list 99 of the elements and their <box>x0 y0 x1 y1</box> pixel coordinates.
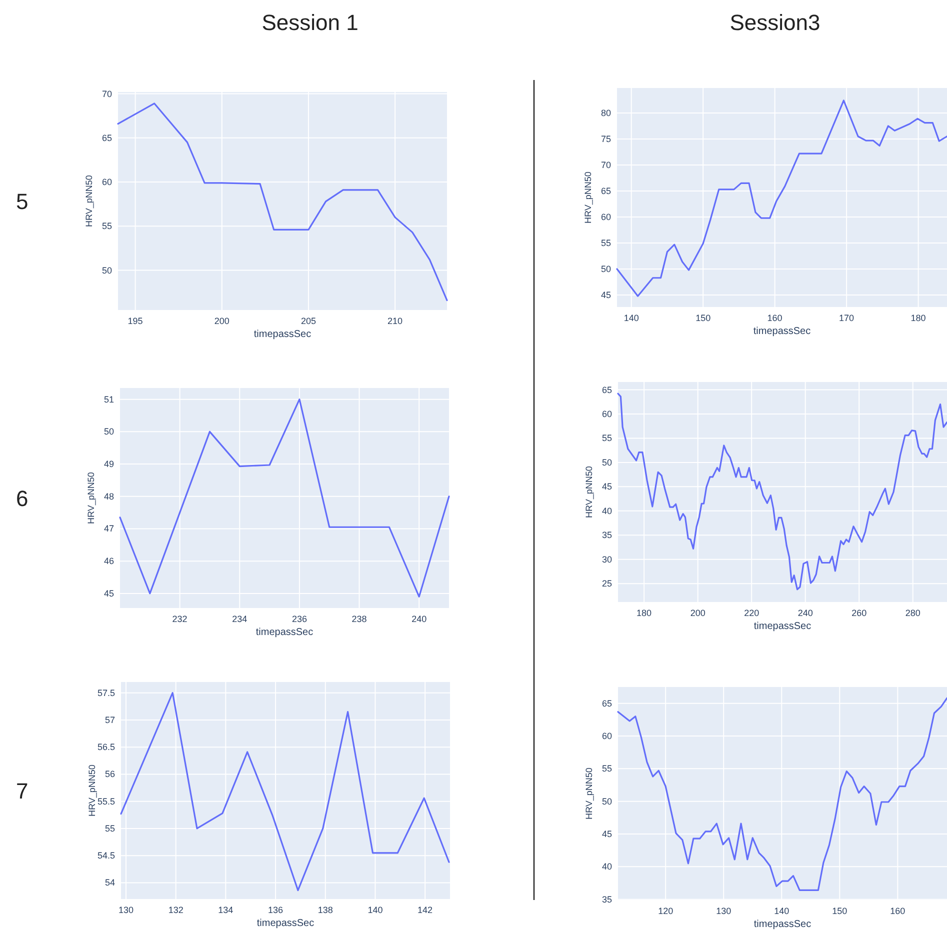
text: 6 <box>16 486 28 511</box>
x-tick-label: 240 <box>798 608 813 618</box>
x-tick-label: 200 <box>214 316 230 326</box>
y-tick-label: 35 <box>602 894 612 904</box>
y-tick-label: 54 <box>104 878 115 888</box>
x-tick-label: 134 <box>218 905 234 915</box>
y-tick-label: 65 <box>600 186 611 196</box>
x-tick-label: 200 <box>690 608 706 618</box>
y-tick-label: 45 <box>104 588 114 598</box>
y-tick-label: 48 <box>104 491 114 502</box>
x-tick-label: 130 <box>716 906 732 916</box>
y-axis-title: HRV_pNN50 <box>584 768 594 820</box>
x-tick-label: 236 <box>292 614 307 624</box>
x-axis-title: timepassSec <box>256 627 314 638</box>
y-tick-label: 45 <box>602 829 612 840</box>
y-tick-label: 40 <box>602 862 612 872</box>
y-tick-label: 55 <box>602 764 612 774</box>
line-series <box>120 692 450 892</box>
x-tick-label: 170 <box>839 313 854 323</box>
line-series <box>117 102 448 302</box>
x-tick-label: 220 <box>744 608 760 618</box>
y-tick-label: 50 <box>602 796 612 806</box>
chart-title: Session 1 <box>262 10 358 35</box>
y-tick-label: 57.5 <box>97 688 115 698</box>
y-tick-label: 57 <box>104 714 115 725</box>
y-tick-label: 65 <box>102 132 112 143</box>
y-axis-title: HRV_pNN50 <box>583 172 593 224</box>
chart-title: Session3 <box>730 10 820 35</box>
text: 5 <box>16 189 28 214</box>
x-tick-label: 160 <box>767 313 782 323</box>
x-tick-label: 140 <box>774 906 790 916</box>
x-tick-label: 232 <box>172 614 188 624</box>
x-tick-label: 195 <box>128 316 143 326</box>
y-tick-label: 54.5 <box>97 850 115 861</box>
line-series <box>617 392 947 590</box>
y-axis-title: HRV_pNN50 <box>87 764 97 816</box>
y-tick-label: 25 <box>602 578 612 589</box>
x-tick-label: 160 <box>890 906 906 916</box>
line-series <box>119 398 450 598</box>
x-tick-label: 138 <box>318 905 333 915</box>
y-tick-label: 47 <box>104 524 114 534</box>
x-tick-label: 210 <box>388 316 403 326</box>
y-tick-label: 60 <box>602 731 612 742</box>
y-tick-label: 30 <box>602 554 612 564</box>
x-tick-label: 280 <box>905 608 920 618</box>
x-tick-label: 132 <box>168 905 184 915</box>
y-tick-label: 65 <box>602 698 612 708</box>
y-axis-title: HRV_pNN50 <box>86 472 96 524</box>
x-tick-label: 240 <box>412 614 427 624</box>
x-axis-title: timepassSec <box>754 621 812 632</box>
y-tick-label: 60 <box>102 177 112 188</box>
y-tick-label: 45 <box>602 482 612 492</box>
x-axis-title: timepassSec <box>256 918 314 929</box>
y-axis-title: HRV_pNN50 <box>584 466 594 518</box>
x-tick-label: 180 <box>636 608 652 618</box>
y-axis-title: HRV_pNN50 <box>84 175 94 227</box>
y-tick-label: 51 <box>104 394 114 404</box>
line-series <box>616 100 947 297</box>
x-tick-label: 260 <box>852 608 867 618</box>
y-tick-label: 70 <box>102 88 112 99</box>
x-tick-label: 120 <box>658 906 674 916</box>
y-tick-label: 35 <box>602 530 612 540</box>
x-axis-title: timepassSec <box>754 919 812 930</box>
x-axis-title: timepassSec <box>753 326 811 337</box>
y-tick-label: 70 <box>600 160 611 170</box>
y-tick-label: 50 <box>602 457 612 468</box>
y-tick-label: 60 <box>602 408 612 419</box>
y-tick-label: 46 <box>104 556 114 566</box>
x-tick-label: 205 <box>300 316 316 326</box>
x-tick-label: 238 <box>352 614 367 624</box>
y-tick-label: 55 <box>104 823 115 834</box>
line-series <box>617 697 947 891</box>
y-tick-label: 50 <box>104 426 114 437</box>
y-tick-label: 75 <box>600 134 611 144</box>
y-tick-label: 55.5 <box>97 796 115 806</box>
x-tick-label: 150 <box>696 313 711 323</box>
y-tick-label: 45 <box>600 290 611 300</box>
x-tick-label: 180 <box>910 313 926 323</box>
x-tick-label: 234 <box>232 614 248 624</box>
x-tick-label: 140 <box>368 905 383 915</box>
y-tick-label: 40 <box>602 506 612 516</box>
text: 7 <box>16 778 28 804</box>
y-tick-label: 55 <box>600 238 611 248</box>
x-tick-label: 130 <box>118 905 134 915</box>
y-tick-label: 56 <box>104 769 115 780</box>
x-tick-label: 150 <box>832 906 848 916</box>
y-tick-label: 55 <box>602 433 612 444</box>
x-tick-label: 142 <box>418 905 433 915</box>
y-tick-label: 55 <box>102 221 112 232</box>
y-tick-label: 50 <box>600 264 611 274</box>
y-tick-label: 60 <box>600 212 611 222</box>
y-tick-label: 50 <box>102 265 112 276</box>
y-tick-label: 49 <box>104 459 114 470</box>
x-tick-label: 140 <box>624 313 639 323</box>
x-tick-label: 136 <box>268 905 284 915</box>
y-tick-label: 56.5 <box>97 742 115 752</box>
x-axis-title: timepassSec <box>254 329 312 340</box>
y-tick-label: 80 <box>600 108 611 118</box>
y-tick-label: 65 <box>602 384 612 395</box>
